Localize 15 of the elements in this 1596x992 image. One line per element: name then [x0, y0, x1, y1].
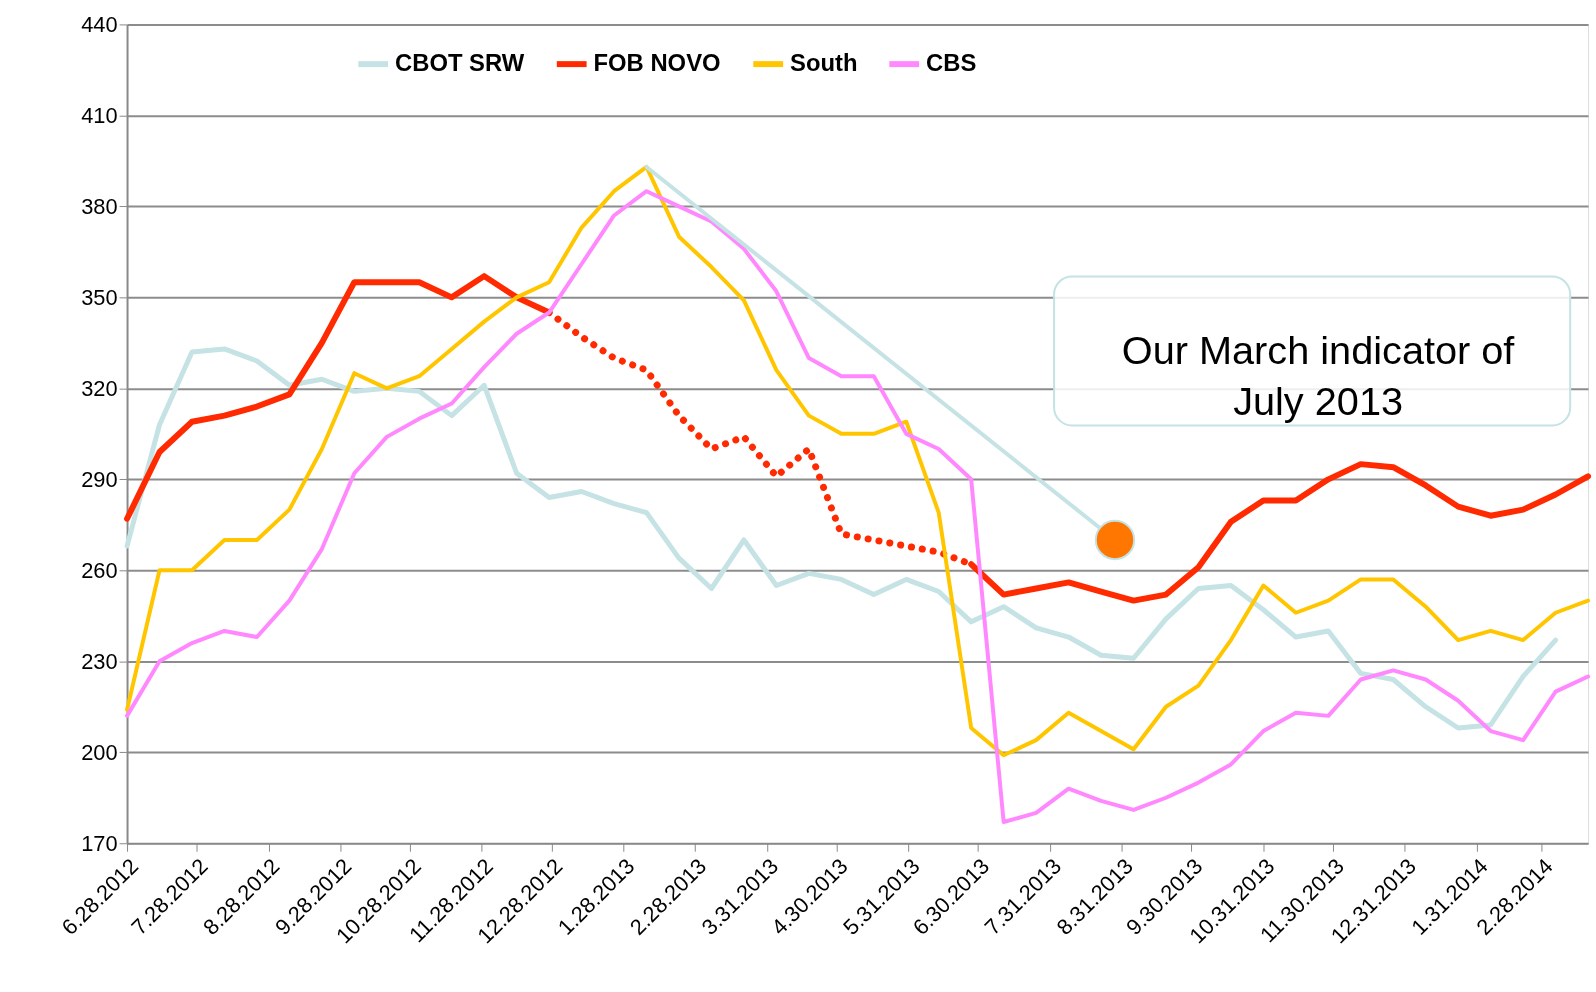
- y-tick-label: 230: [81, 648, 118, 674]
- y-tick-label: 290: [81, 466, 118, 492]
- y-tick-label: 170: [81, 830, 118, 856]
- annotation: Our March indicator of July 2013: [1121, 327, 1516, 424]
- legend-label: CBS: [926, 49, 977, 77]
- y-tick-label: 200: [81, 739, 118, 765]
- y-tick-label: 320: [81, 375, 118, 401]
- y-tick-label: 260: [81, 557, 118, 583]
- legend-label: South: [790, 49, 858, 77]
- y-tick-label: 380: [81, 193, 118, 219]
- legend-label: FOB NOVO: [593, 49, 721, 77]
- y-tick-label: 440: [81, 11, 118, 37]
- legend-label: CBOT SRW: [395, 49, 525, 77]
- y-tick-label: 410: [81, 102, 118, 128]
- y-tick-label: 350: [81, 284, 118, 310]
